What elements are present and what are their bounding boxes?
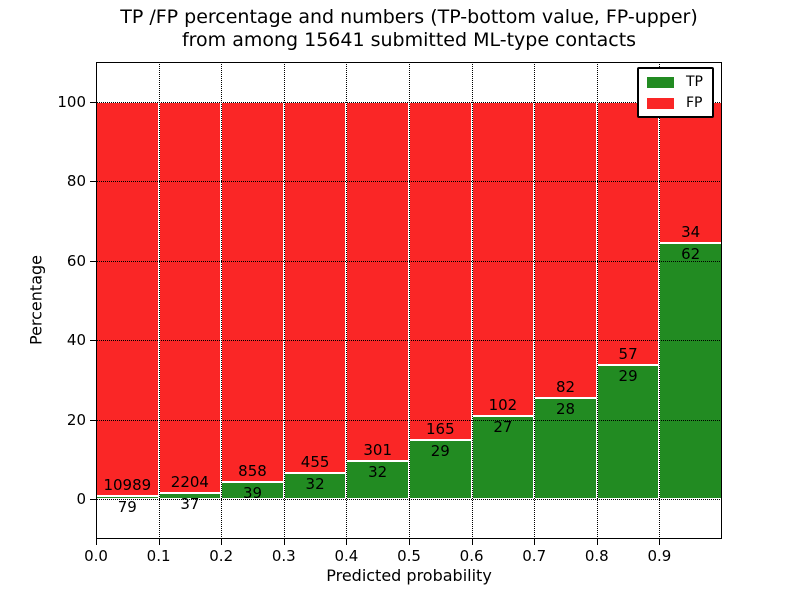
fp-bar-segment (283, 101, 347, 474)
fp-count-label: 10989 (103, 476, 152, 495)
fp-count-label: 455 (300, 453, 330, 472)
x-gridline (534, 62, 536, 539)
y-tick-label: 20 (66, 410, 86, 429)
tp-bar-segment (409, 439, 472, 500)
x-tick-mark (346, 539, 348, 545)
legend-entry-fp: FP (647, 96, 703, 110)
legend-label-fp: FP (686, 95, 703, 111)
x-gridline (596, 62, 598, 539)
x-tick-label: 0.2 (209, 547, 234, 565)
x-tick-label: 0.0 (84, 547, 108, 565)
x-gridline (659, 62, 661, 539)
x-gridline (346, 62, 348, 539)
x-gridline (409, 62, 410, 539)
y-tick-label: 40 (66, 331, 86, 350)
y-gridline (96, 499, 722, 501)
x-tick-mark (659, 539, 661, 545)
x-tick-label: 0.6 (459, 547, 484, 565)
chart-title-line1: TP /FP percentage and numbers (TP-bottom… (120, 6, 698, 28)
y-gridline (96, 419, 722, 421)
fp-count-label: 57 (618, 345, 638, 364)
chart-title: TP /FP percentage and numbers (TP-bottom… (120, 6, 698, 52)
x-tick-mark (534, 539, 536, 545)
y-tick-label: 100 (57, 92, 86, 111)
x-tick-label: 0.3 (271, 547, 296, 565)
fp-count-label: 102 (488, 396, 518, 415)
tp-bar-segment (596, 365, 660, 500)
x-tick-label: 0.8 (584, 547, 609, 565)
tp-count-label: 29 (430, 441, 450, 460)
chart-title-line2: from among 15641 submitted ML-type conta… (181, 29, 637, 51)
y-tick-mark (90, 340, 96, 342)
x-tick-mark (96, 539, 97, 545)
tp-count-label: 32 (368, 463, 388, 482)
x-tick-label: 0.4 (334, 547, 359, 565)
tp-count-label: 28 (555, 400, 576, 419)
x-axis-label: Predicted probability (326, 566, 492, 585)
x-tick-mark (409, 539, 410, 545)
legend: TP FP (637, 67, 714, 118)
y-tick-mark (90, 260, 96, 262)
fp-count-label: 165 (425, 419, 455, 438)
tp-bar-segment (346, 461, 409, 500)
fp-bar-segment (409, 101, 472, 440)
fp-count-label: 858 (238, 461, 267, 480)
tp-count-label: 32 (305, 475, 325, 494)
plot-area: TP FP 10989 79 2204 37 858 39 455 32 301 32 165 29 1… (57, 62, 722, 565)
y-axis-label: Percentage (26, 254, 46, 346)
fp-bar-segment (96, 101, 159, 497)
fp-count-label: 2204 (170, 472, 209, 491)
x-tick-mark (596, 539, 598, 545)
y-gridline (96, 260, 722, 262)
y-tick-mark (90, 101, 96, 103)
legend-entry-tp: TP (647, 75, 703, 89)
y-tick-mark (90, 181, 96, 183)
y-tick-label: 0 (76, 490, 86, 509)
x-gridline (471, 62, 473, 539)
tp-bar-segment (283, 473, 347, 500)
tp-count-label: 37 (180, 494, 200, 513)
fp-bar-segment (596, 101, 660, 366)
tp-color-swatch (647, 76, 674, 88)
x-tick-mark (158, 539, 160, 545)
tp-count-label: 27 (493, 418, 513, 437)
tp-count-label: 29 (618, 367, 638, 386)
x-gridline (283, 62, 285, 539)
fp-color-swatch (647, 97, 674, 109)
x-tick-mark (283, 539, 285, 545)
y-tick-mark (90, 419, 96, 421)
fp-bar-segment (534, 101, 597, 399)
fp-count-label: 34 (681, 222, 701, 241)
fp-bar-segment (221, 101, 284, 482)
tp-count-label: 62 (681, 244, 701, 263)
fp-count-label: 301 (363, 441, 393, 460)
fp-count-label: 82 (555, 378, 576, 397)
y-gridline (96, 101, 722, 103)
y-gridline (96, 340, 722, 342)
y-tick-label: 60 (66, 251, 86, 270)
tp-bar-segment (659, 242, 722, 500)
x-tick-label: 0.7 (522, 547, 547, 565)
fp-bar-segment (346, 101, 409, 462)
tp-count-label: 39 (242, 483, 263, 502)
x-tick-label: 0.1 (146, 547, 171, 565)
x-gridline (221, 62, 223, 539)
x-gridline (158, 62, 160, 539)
fp-bar-segment (158, 101, 222, 493)
x-tick-label: 0.9 (647, 547, 672, 565)
y-tick-label: 80 (66, 172, 86, 191)
x-tick-label: 0.5 (397, 547, 421, 565)
fp-bar-segment (659, 101, 722, 243)
tp-bar-segment (534, 398, 597, 500)
y-gridline (96, 181, 722, 183)
x-tick-mark (471, 539, 473, 545)
x-tick-mark (221, 539, 223, 545)
tp-count-label: 79 (117, 498, 137, 517)
fp-bar-segment (471, 101, 535, 417)
legend-label-tp: TP (686, 74, 703, 90)
y-tick-mark (90, 499, 96, 501)
